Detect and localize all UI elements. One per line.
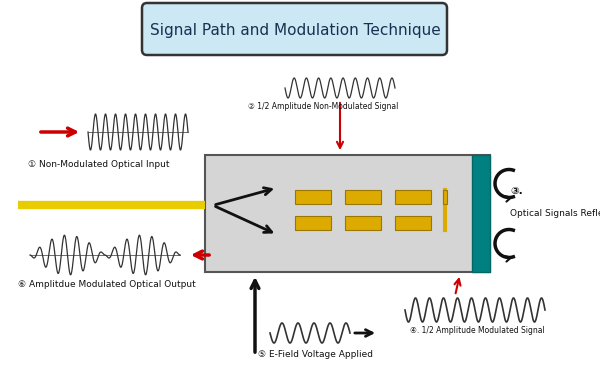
Text: Signal Path and Modulation Technique: Signal Path and Modulation Technique: [149, 23, 440, 38]
Bar: [443, 190, 447, 204]
Bar: [395, 216, 431, 230]
Bar: [345, 190, 381, 204]
Text: Optical Signals Reflected: Optical Signals Reflected: [510, 209, 600, 217]
Text: ② 1/2 Amplitude Non-Modulated Signal: ② 1/2 Amplitude Non-Modulated Signal: [248, 102, 398, 111]
Text: ③.: ③.: [510, 187, 523, 197]
Text: ④. 1/2 Amplitude Modulated Signal: ④. 1/2 Amplitude Modulated Signal: [410, 326, 545, 335]
Bar: [295, 190, 331, 204]
Bar: [345, 216, 381, 230]
Bar: [205, 155, 490, 272]
Bar: [472, 155, 490, 272]
Bar: [395, 190, 431, 204]
Text: ⑤ E-Field Voltage Applied: ⑤ E-Field Voltage Applied: [258, 350, 373, 359]
Text: ① Non-Modulated Optical Input: ① Non-Modulated Optical Input: [28, 160, 170, 169]
Text: ⑥ Amplitdue Modulated Optical Output: ⑥ Amplitdue Modulated Optical Output: [18, 280, 196, 289]
FancyBboxPatch shape: [142, 3, 447, 55]
Bar: [295, 216, 331, 230]
